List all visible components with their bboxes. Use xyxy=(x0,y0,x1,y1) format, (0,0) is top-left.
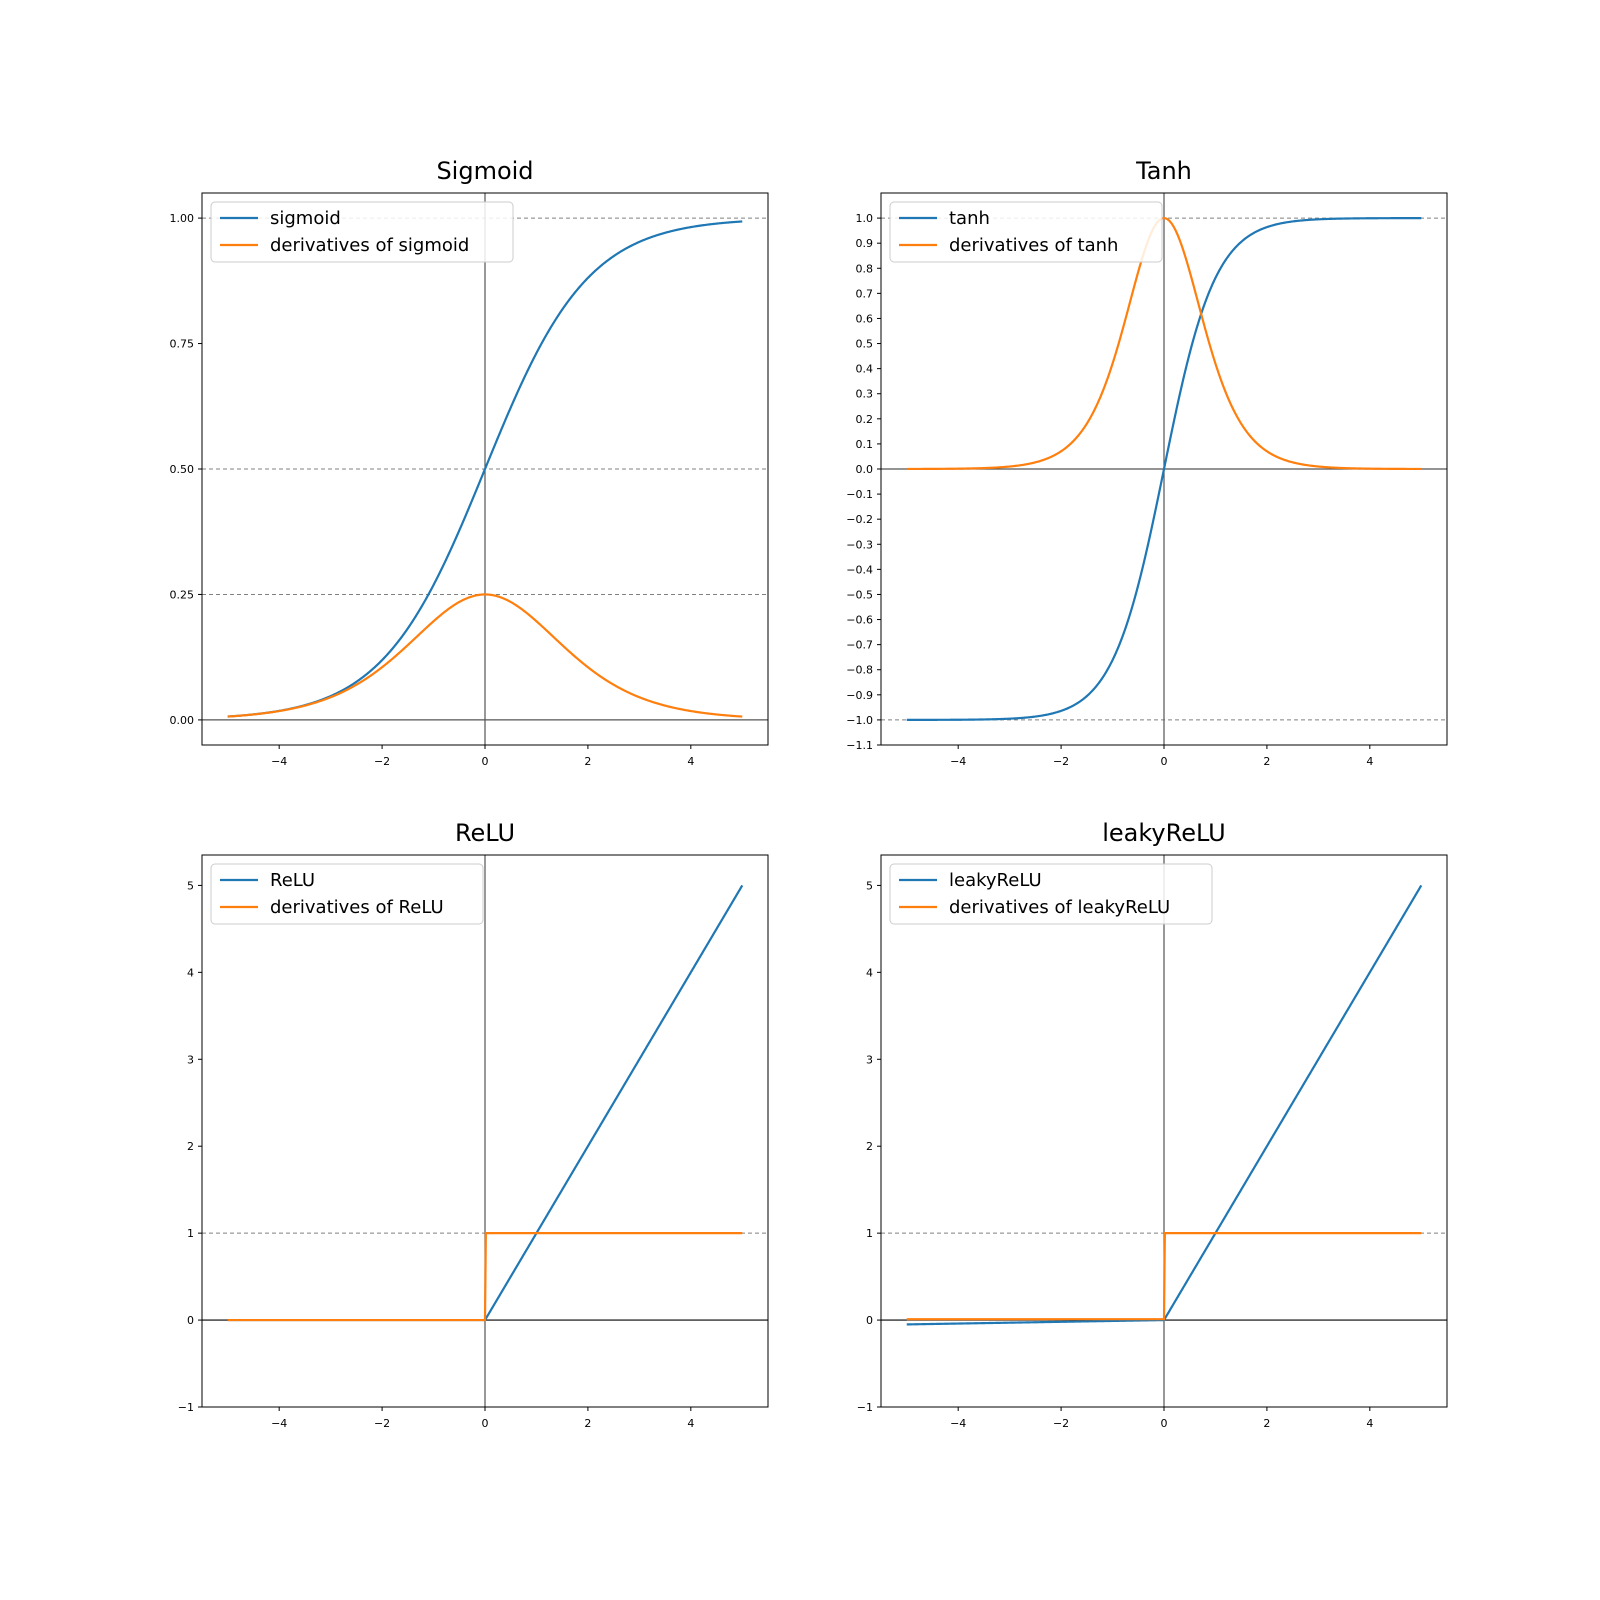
x-tick-label: 0 xyxy=(482,755,489,768)
x-tick-label: 0 xyxy=(482,1417,489,1430)
y-tick-label: −0.8 xyxy=(846,664,873,677)
x-tick-label: −4 xyxy=(271,1417,287,1430)
legend-box xyxy=(210,201,514,263)
y-tick-label: 5 xyxy=(866,879,873,892)
legend-label: derivatives of leakyReLU xyxy=(949,897,1170,918)
chart-title: ReLU xyxy=(455,819,515,847)
series-line-derivative xyxy=(906,216,1422,471)
x-tick-label: 2 xyxy=(1263,1417,1270,1430)
y-tick-label: 4 xyxy=(866,966,873,979)
legend-label: ReLU xyxy=(270,870,315,891)
y-tick-label: 0.7 xyxy=(856,287,874,300)
series-line-derivative xyxy=(227,593,743,718)
series-line-derivative xyxy=(906,1232,1422,1321)
x-tick-label: −4 xyxy=(950,1417,966,1430)
y-tick-label: 0.6 xyxy=(856,312,874,325)
y-tick-label: −0.7 xyxy=(846,639,873,652)
x-tick-label: 4 xyxy=(1366,755,1373,768)
y-tick-label: −0.5 xyxy=(846,588,873,601)
x-tick-label: 2 xyxy=(584,755,591,768)
x-tick-label: 2 xyxy=(1263,755,1270,768)
y-tick-label: 0.00 xyxy=(170,714,195,727)
x-tick-label: 4 xyxy=(1366,1417,1373,1430)
y-tick-label: 0.50 xyxy=(170,463,195,476)
legend: leakyReLU derivatives of leakyReLU xyxy=(889,863,1213,925)
legend: ReLU derivatives of ReLU xyxy=(210,863,484,925)
y-tick-label: 3 xyxy=(866,1053,873,1066)
y-tick-label: 0 xyxy=(187,1314,194,1327)
subplot-relu: −4 −2 0 2 4 −1 0 1 2 3 4 5 ReLU ReLU derivatives of Re… xyxy=(178,819,769,1430)
y-tick-label: 2 xyxy=(866,1140,873,1153)
y-tick-label: −0.6 xyxy=(846,614,873,627)
chart-title: Sigmoid xyxy=(436,157,533,185)
y-tick-label: −0.9 xyxy=(846,689,873,702)
y-tick-label: 0.1 xyxy=(856,438,874,451)
subplot-tanh: −4 −2 0 2 4 −1.1 −1.0 −0.9 −0.8 −0.7 −0.6 −0.5 −0.4 −… xyxy=(846,157,1448,768)
y-tick-label: 0 xyxy=(866,1314,873,1327)
x-tick-label: −2 xyxy=(374,755,390,768)
y-tick-label: −0.1 xyxy=(846,488,873,501)
y-tick-label: −1 xyxy=(178,1401,194,1414)
x-tick-label: −2 xyxy=(374,1417,390,1430)
legend-label: tanh xyxy=(949,208,990,229)
legend: tanh derivatives of tanh xyxy=(889,201,1163,263)
series-line-function xyxy=(906,217,1422,721)
y-tick-label: 4 xyxy=(187,966,194,979)
legend-box xyxy=(889,863,1213,925)
x-tick-label: 2 xyxy=(584,1417,591,1430)
y-tick-label: 5 xyxy=(187,879,194,892)
y-tick-label: 0.9 xyxy=(856,237,874,250)
y-tick-label: 0.25 xyxy=(170,588,195,601)
series-line-derivative xyxy=(227,1232,743,1322)
y-tick-label: −1 xyxy=(857,1401,873,1414)
y-tick-label: −0.2 xyxy=(846,513,873,526)
y-tick-label: 1 xyxy=(866,1227,873,1240)
x-tick-label: −2 xyxy=(1053,755,1069,768)
legend: sigmoid derivatives of sigmoid xyxy=(210,201,514,263)
subplot-sigmoid: −4 −2 0 2 4 0.00 0.25 0.50 0.75 1.00 Sigmoid sigmoi… xyxy=(170,157,769,768)
y-tick-label: 0.4 xyxy=(856,363,874,376)
x-tick-label: −4 xyxy=(950,755,966,768)
y-tick-label: 1 xyxy=(187,1227,194,1240)
x-tick-label: 0 xyxy=(1161,755,1168,768)
subplot-leaky: −4 −2 0 2 4 −1 0 1 2 3 4 5 leakyReLU leakyReLU derivat… xyxy=(857,819,1448,1430)
y-tick-label: −1.0 xyxy=(846,714,873,727)
x-tick-label: 4 xyxy=(687,1417,694,1430)
y-tick-label: 0.8 xyxy=(856,262,874,275)
y-tick-label: 2 xyxy=(187,1140,194,1153)
x-tick-label: −4 xyxy=(271,755,287,768)
y-tick-label: 0.2 xyxy=(856,413,874,426)
legend-label: leakyReLU xyxy=(949,870,1042,891)
y-tick-label: 0.75 xyxy=(170,338,195,351)
y-tick-label: 0.3 xyxy=(856,388,874,401)
y-tick-label: −1.1 xyxy=(846,739,873,752)
x-tick-label: 0 xyxy=(1161,1417,1168,1430)
y-tick-label: −0.4 xyxy=(846,563,873,576)
y-tick-label: 0.5 xyxy=(856,338,874,351)
legend-label: derivatives of ReLU xyxy=(270,897,444,918)
y-tick-label: −0.3 xyxy=(846,538,873,551)
y-tick-label: 3 xyxy=(187,1053,194,1066)
legend-label: derivatives of tanh xyxy=(949,235,1118,256)
legend-label: derivatives of sigmoid xyxy=(270,235,469,256)
chart-title: leakyReLU xyxy=(1102,819,1226,847)
x-tick-label: −2 xyxy=(1053,1417,1069,1430)
y-tick-label: 1.0 xyxy=(856,212,874,225)
y-tick-label: 1.00 xyxy=(170,212,195,225)
chart-title: Tanh xyxy=(1135,157,1192,185)
legend-box xyxy=(210,863,484,925)
legend-box xyxy=(889,201,1163,263)
y-tick-label: 0.0 xyxy=(856,463,874,476)
x-tick-label: 4 xyxy=(687,755,694,768)
legend-label: sigmoid xyxy=(270,208,341,229)
